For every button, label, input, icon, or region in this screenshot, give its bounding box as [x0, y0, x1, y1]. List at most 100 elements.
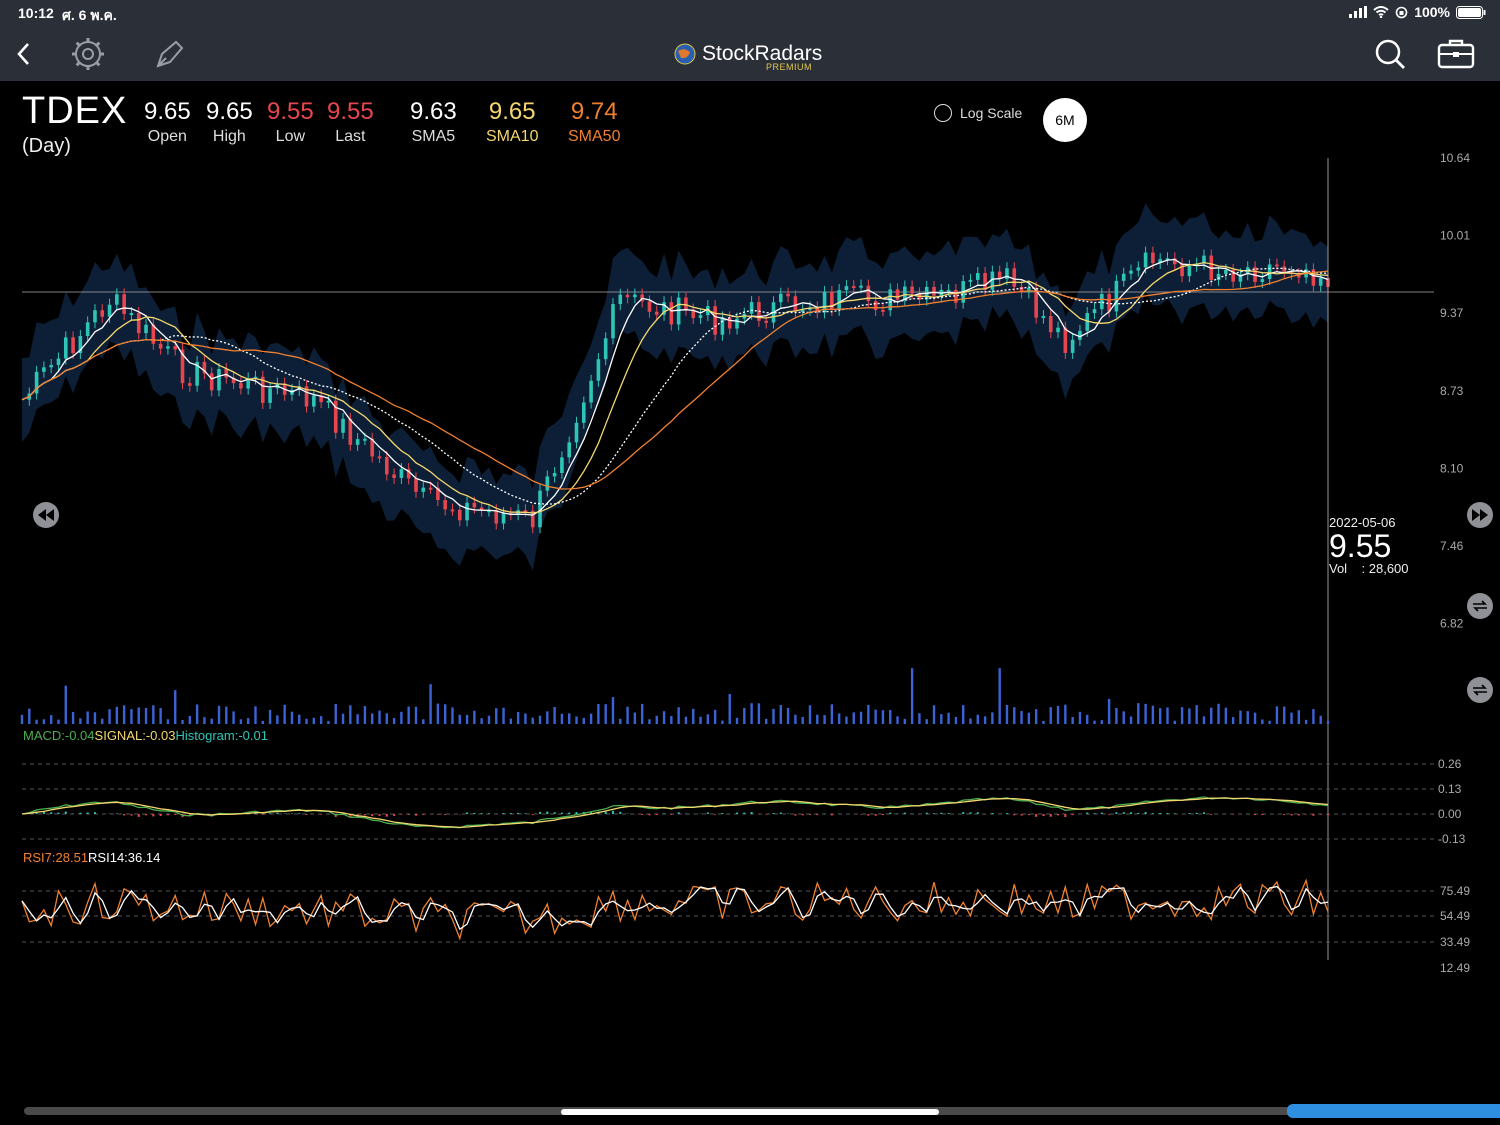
volume-bar [407, 706, 410, 724]
histogram-bar [867, 814, 870, 816]
price-axis-label: 8.10 [1440, 461, 1464, 475]
volume-bar [422, 719, 425, 724]
candle [377, 456, 382, 459]
candle [348, 418, 353, 445]
candle [501, 513, 506, 524]
volume-bar [1297, 710, 1301, 724]
range-button[interactable]: 6M [1043, 98, 1087, 142]
chart-scrollbar-thumb[interactable] [1287, 1104, 1500, 1118]
scroll-right-button[interactable] [1467, 502, 1493, 528]
volume-bar [582, 717, 585, 724]
volume-bar [1093, 720, 1096, 724]
candle [392, 474, 396, 478]
candle [910, 286, 914, 294]
volume-bar [524, 713, 527, 724]
candle [676, 297, 681, 325]
cursor-vol-label: Vol [1329, 561, 1348, 576]
price-chart[interactable]: 10.64 10.01 9.37 8.73 8.10 7.46 6.82 0.26 0.13 0.… [0, 150, 1500, 980]
histogram-bar [962, 812, 965, 814]
candle [552, 472, 557, 477]
volume-bar [983, 716, 987, 724]
volume-bar [1217, 703, 1220, 724]
histogram-bar [1137, 812, 1140, 814]
volume-bar [159, 708, 162, 724]
candle [1085, 313, 1090, 331]
histogram-bar [1188, 813, 1191, 814]
cursor-vol-value: : 28,600 [1361, 561, 1409, 576]
volume-bar [991, 712, 994, 724]
histogram-bar [1115, 812, 1118, 814]
candle [691, 309, 696, 318]
histogram-bar [575, 812, 578, 814]
candle [538, 490, 542, 528]
macd-value: MACD:-0.04 [23, 728, 95, 743]
volume-bar [816, 714, 819, 724]
pen-icon[interactable] [150, 34, 190, 74]
volume-bar [473, 710, 476, 724]
sma10-label: SMA10 [486, 128, 539, 145]
candle [115, 294, 119, 305]
volume-bar [568, 713, 571, 724]
candle [815, 307, 820, 313]
macd-line [21, 796, 1329, 829]
histogram-bar [750, 812, 753, 814]
gear-icon[interactable] [68, 34, 108, 74]
search-icon[interactable] [1370, 34, 1410, 74]
histogram-bar [881, 814, 884, 816]
sync-price-button[interactable] [1467, 593, 1493, 619]
sma50-label: SMA50 [568, 128, 621, 145]
histogram-bar [356, 814, 359, 816]
scroll-left-button[interactable] [33, 502, 59, 528]
chevron-left-icon[interactable] [6, 34, 46, 74]
sync-indicator-button[interactable] [1467, 677, 1493, 703]
quote-sma10: 9.65 SMA10 [486, 98, 538, 146]
candle [698, 315, 703, 318]
quote-sma50: 9.74 SMA50 [568, 98, 620, 146]
histogram-bar [765, 814, 768, 815]
candle [1092, 309, 1097, 314]
candle [1275, 264, 1279, 267]
price-axis-label: 9.37 [1440, 306, 1464, 320]
candle [436, 487, 440, 501]
volume-bar [837, 713, 841, 724]
histogram-bar [794, 814, 797, 816]
log-scale-toggle[interactable]: Log Scale [934, 104, 1022, 122]
volume-bar [378, 710, 381, 724]
candle [173, 346, 178, 350]
histogram-bar [1020, 814, 1023, 816]
briefcase-icon[interactable] [1436, 34, 1476, 74]
log-scale-radio[interactable] [934, 104, 952, 122]
candle [1041, 316, 1046, 319]
quote-open: 9.65 Open [144, 98, 191, 146]
histogram-bar [779, 812, 782, 814]
log-scale-label: Log Scale [960, 105, 1023, 121]
macd-axis-label: 0.26 [1438, 757, 1462, 771]
premium-badge: PREMIUM [766, 62, 812, 72]
candle [560, 457, 564, 473]
candle [822, 291, 827, 313]
volume-bar [1173, 720, 1176, 724]
candle [662, 302, 666, 315]
volume-bar [546, 711, 549, 724]
candle [954, 289, 958, 303]
volume-bar [1137, 703, 1140, 724]
volume-bar [808, 705, 812, 724]
histogram-bar [349, 814, 352, 817]
status-time: 10:12 [18, 5, 54, 21]
volume-bar [706, 714, 710, 724]
volume-bar [137, 707, 140, 724]
volume-bar [867, 704, 870, 724]
histogram-bar [50, 812, 53, 814]
volume-bar [392, 717, 396, 724]
histogram-bar [152, 814, 155, 817]
volume-bar [101, 718, 104, 724]
candle [180, 349, 185, 384]
rsi7-line [21, 878, 1329, 941]
sma5-label: SMA5 [411, 128, 456, 145]
candle [1297, 274, 1301, 278]
volume-bar [246, 718, 250, 724]
volume-bar [1202, 716, 1206, 724]
volume-bar [765, 718, 768, 724]
volume-bar [589, 713, 593, 724]
volume-bar [64, 685, 67, 724]
